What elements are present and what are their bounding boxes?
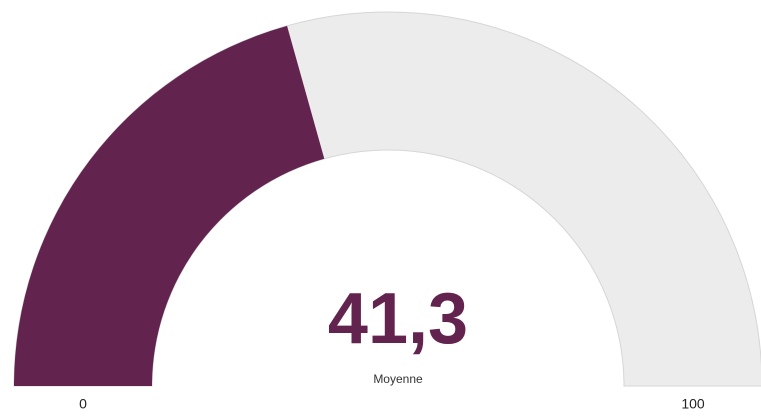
- gauge-value-arc: [14, 25, 325, 386]
- tick-label: 0: [79, 396, 87, 412]
- gauge-value: 41,3: [328, 279, 468, 359]
- gauge-label: Moyenne: [373, 372, 423, 386]
- tick-label: 100: [681, 396, 705, 412]
